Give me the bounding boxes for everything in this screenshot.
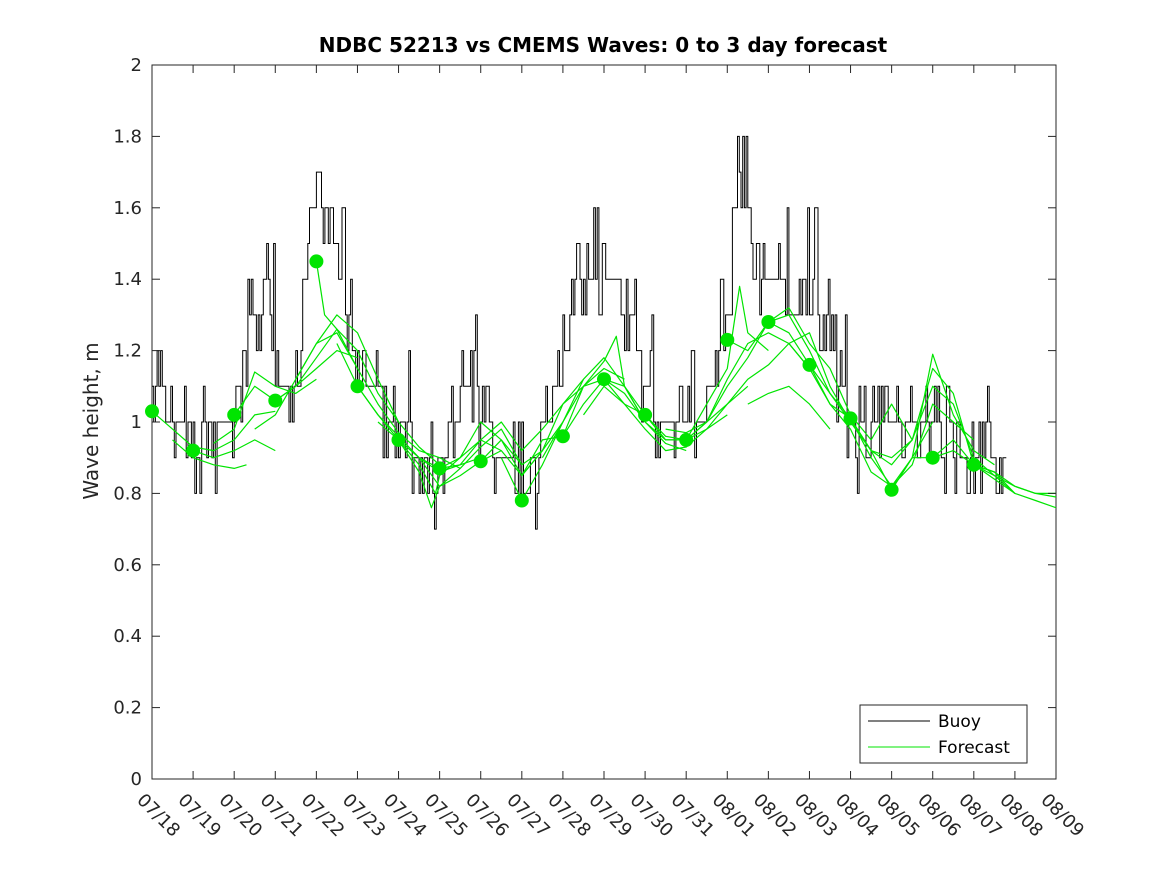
x-tick-label: 07/25 [420, 790, 472, 842]
x-tick-label: 07/20 [215, 790, 267, 842]
forecast-marker [391, 432, 406, 447]
x-tick-label: 07/21 [256, 790, 308, 842]
y-tick-label: 0.6 [113, 555, 142, 576]
forecast-line [768, 321, 913, 466]
forecast-line [357, 385, 502, 494]
x-tick-label: 07/26 [461, 790, 513, 842]
forecast-marker [925, 450, 940, 465]
forecast-line [583, 385, 728, 452]
forecast-line [295, 314, 440, 466]
y-tick-label: 0.2 [113, 698, 142, 719]
forecast-line [644, 285, 769, 441]
forecast-marker [884, 482, 899, 497]
x-tick-label: 08/09 [1036, 790, 1088, 842]
x-tick-label: 08/08 [995, 790, 1047, 842]
forecast-line [727, 307, 872, 441]
x-tick-label: 07/18 [132, 790, 184, 842]
buoy-line [152, 135, 1007, 530]
y-tick-label: 1.8 [113, 126, 142, 147]
forecast-marker [597, 372, 611, 387]
forecast-marker [966, 457, 981, 472]
forecast-line [192, 439, 276, 459]
forecast-marker [186, 443, 201, 458]
forecast-line [439, 378, 584, 469]
forecast-marker [638, 407, 653, 422]
x-tick-label: 07/27 [502, 790, 554, 842]
forecast-marker [761, 315, 776, 329]
x-tick-label: 07/24 [379, 790, 431, 842]
y-tick-label: 1 [131, 412, 142, 433]
y-tick-label: 1.6 [113, 198, 142, 219]
forecast-marker [309, 254, 324, 269]
forecast-marker [843, 411, 858, 426]
forecast-line [213, 371, 317, 444]
x-tick-label: 08/05 [872, 790, 924, 842]
forecast-line [973, 464, 1056, 494]
forecast-marker [145, 404, 159, 419]
x-tick-label: 07/31 [667, 790, 719, 842]
x-tick-label: 08/06 [913, 790, 965, 842]
legend-box [859, 704, 1028, 764]
forecast-line [706, 332, 852, 430]
forecast-marker [679, 432, 694, 447]
y-tick-label: 1.2 [113, 341, 142, 362]
forecast-line [521, 335, 666, 476]
forecast-series [152, 261, 1056, 509]
x-tick-label: 08/07 [954, 790, 1006, 842]
x-tick-label: 07/29 [584, 790, 636, 842]
forecast-line [665, 332, 810, 434]
forecast-line [541, 378, 687, 458]
forecast-line [747, 385, 831, 430]
x-tick-label: 07/23 [338, 790, 390, 842]
forecast-marker [227, 407, 242, 422]
x-tick-label: 08/03 [790, 790, 842, 842]
forecast-marker [432, 461, 447, 476]
forecast-markers [145, 254, 981, 508]
y-tick-label: 0.8 [113, 483, 142, 504]
x-tick-label: 07/22 [297, 790, 349, 842]
forecast-marker [555, 429, 570, 444]
y-axis-label: Wave height, m [79, 342, 103, 499]
buoy-series [152, 135, 1007, 530]
x-tick-label: 07/19 [174, 790, 226, 842]
forecast-line [152, 410, 276, 452]
forecast-marker [720, 332, 735, 347]
x-tick-label: 07/30 [626, 790, 678, 842]
forecast-line [685, 314, 831, 441]
forecast-line [398, 421, 543, 469]
x-tick-label: 08/01 [708, 790, 760, 842]
x-tick-label: 08/04 [831, 790, 883, 842]
forecast-marker [350, 379, 365, 394]
y-tick-label: 2 [131, 55, 142, 76]
forecast-marker [268, 393, 283, 408]
forecast-marker [802, 357, 817, 372]
y-tick-label: 0.4 [113, 626, 142, 647]
legend-buoy-label: Buoy [938, 712, 981, 732]
forecast-line [603, 378, 749, 441]
legend-forecast-label: Forecast [938, 738, 1010, 758]
forecast-line [480, 367, 625, 477]
x-tick-label: 07/28 [543, 790, 595, 842]
forecast-marker [514, 493, 529, 508]
chart-title: NDBC 52213 vs CMEMS Waves: 0 to 3 day fo… [319, 33, 888, 57]
y-tick-label: 0 [131, 769, 142, 790]
forecast-marker [473, 454, 488, 469]
forecast-line [315, 261, 461, 469]
y-tick-label: 1.4 [113, 269, 142, 290]
x-tick-label: 08/02 [749, 790, 801, 842]
legend: Buoy Forecast [859, 704, 1028, 764]
